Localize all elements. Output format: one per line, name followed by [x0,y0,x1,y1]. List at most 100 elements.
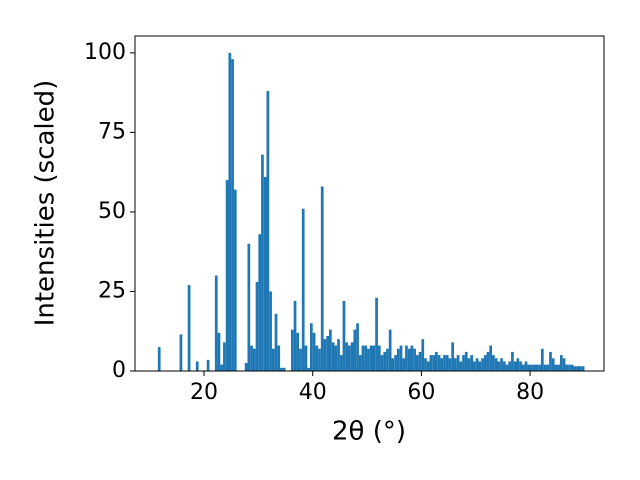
bar [535,364,539,371]
y-axis-label: Intensities (scaled) [31,80,61,327]
bar [413,348,416,371]
y-tick-label: 25 [98,278,126,303]
bar [337,339,340,371]
bar [500,358,503,371]
bar [513,361,517,371]
bar [258,234,262,371]
bar [217,332,221,371]
bar [225,180,229,371]
bar [497,361,501,371]
bar [233,189,237,371]
bar [179,334,183,371]
x-tick-label: 20 [190,380,218,405]
bar [263,176,267,371]
bar [448,358,452,371]
bar [396,348,400,371]
bar [429,355,433,371]
bar [492,355,495,371]
bar [247,243,251,371]
bar [456,355,460,371]
bar [383,351,387,371]
bar [462,355,465,371]
bar [581,366,585,371]
bar [214,275,218,371]
bar [353,329,357,371]
bar [364,345,368,371]
bar [443,355,446,371]
bar [579,366,582,371]
bar [228,52,232,371]
bar [470,355,474,371]
bar [464,351,468,371]
bar [508,361,512,371]
bar [424,358,427,371]
bar [454,358,457,371]
bar [546,364,550,371]
bar [377,345,381,371]
bar [426,361,430,371]
bar [386,348,389,371]
bar [557,364,560,371]
bar [521,364,525,371]
bar [502,361,506,371]
bar [220,364,224,371]
bar [266,91,270,371]
bar [432,355,435,371]
bar [323,339,327,371]
bar [559,355,563,371]
bar [549,351,552,371]
bar [334,345,338,371]
bar [280,367,283,371]
bar [570,364,574,371]
bar [421,339,425,371]
bar [309,323,313,371]
bar [380,355,384,371]
bar [244,363,248,371]
bar [573,366,577,371]
bar [315,345,319,371]
bar [516,358,520,371]
bar [326,336,330,371]
bar [551,358,555,371]
y-tick-label: 50 [98,199,126,224]
y-tick-label: 75 [98,119,126,144]
bar [445,355,449,371]
bar [402,358,406,371]
bar [565,364,569,371]
bar [358,355,362,371]
bar [206,359,210,371]
x-tick-label: 60 [407,380,435,405]
x-axis-label: 2θ (°) [332,417,406,447]
bar [339,355,343,371]
bar [467,358,471,371]
bar [342,301,346,371]
bar [568,364,571,371]
y-tick-label: 0 [112,358,126,383]
bar [293,301,297,371]
bar [410,345,414,371]
bar [483,355,487,371]
bar [554,364,558,371]
bar [269,291,272,371]
bar [301,208,305,371]
bar [329,329,332,371]
bar [223,342,226,371]
bar [348,345,351,371]
bar [299,348,302,371]
bar [157,347,161,371]
bar [473,361,476,371]
bar [511,351,514,371]
bar [261,154,264,371]
bar [538,364,541,371]
bar [361,345,365,371]
bar [391,358,395,371]
bar [296,332,300,371]
bar [494,358,498,371]
bar [331,342,335,371]
bar [231,59,234,371]
bar [195,361,199,371]
bar [475,358,479,371]
bar [532,364,536,371]
bar [399,345,403,371]
bar [345,342,349,371]
